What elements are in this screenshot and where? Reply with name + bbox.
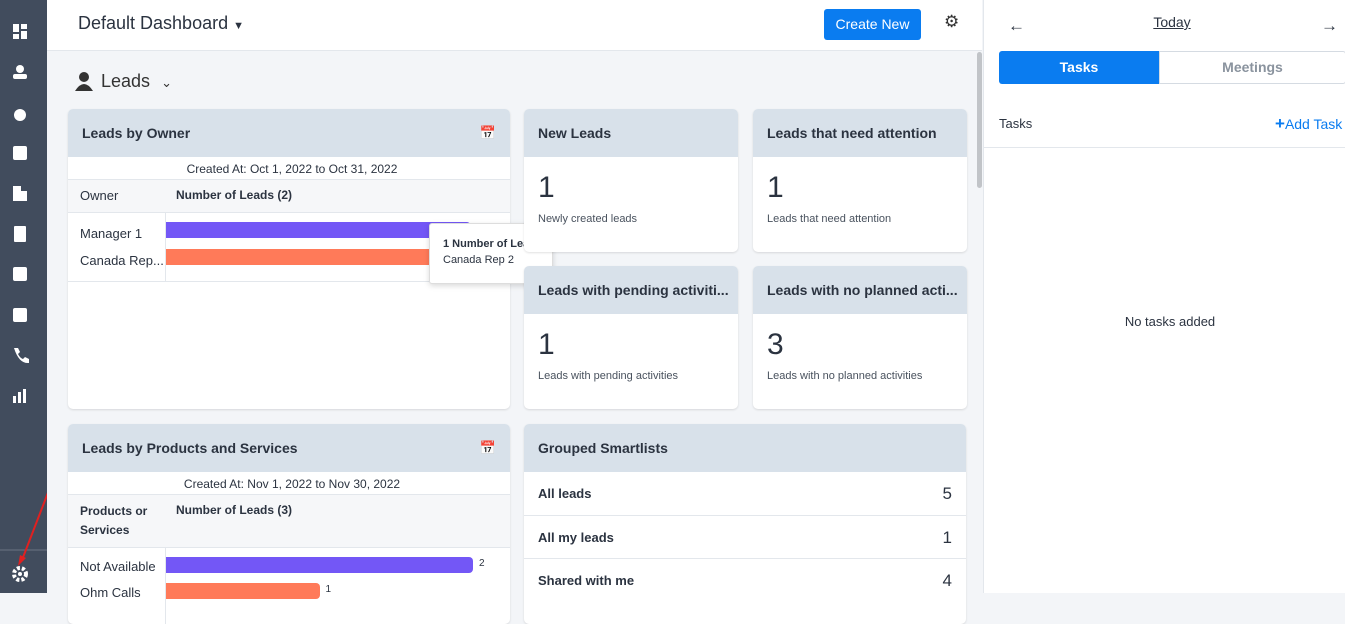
sidebar xyxy=(0,0,50,593)
smartlist-row[interactable]: Shared with me 4 xyxy=(524,558,966,601)
grouped-smartlists-widget: Grouped Smartlists All leads 5 All my lead… xyxy=(524,424,966,624)
row-label: Not Available xyxy=(80,559,156,574)
calendar-icon[interactable]: 📅 xyxy=(479,125,496,140)
right-panel: ← Today → Tasks Meetings Tasks +Add Task… xyxy=(983,0,1345,593)
leads-icon xyxy=(75,72,93,91)
stat-card[interactable]: Leads that need attention 1 Leads that nee… xyxy=(753,109,967,252)
created-at: Created At: Oct 1, 2022 to Oct 31, 2022 xyxy=(186,162,398,176)
widget-title: Grouped Smartlists xyxy=(524,424,966,472)
column-header: Owner xyxy=(80,188,119,203)
stat-subtitle: Leads that need attention xyxy=(767,213,892,225)
prev-day[interactable]: ← xyxy=(1008,16,1025,35)
stat-value: 1 xyxy=(767,171,784,204)
reports-icon[interactable] xyxy=(13,396,16,403)
widget-title: Leads by Owner xyxy=(68,109,510,157)
stat-title: Leads that need attention xyxy=(753,109,967,157)
deals-icon[interactable] xyxy=(14,109,26,121)
bar[interactable] xyxy=(166,249,470,265)
created-at: Created At: Nov 1, 2022 to Nov 30, 2022 xyxy=(183,477,401,491)
dashboard-title[interactable]: Default Dashboard ▼ xyxy=(78,13,244,33)
table-header xyxy=(68,179,510,213)
column-header: Number of Leads (3) xyxy=(176,503,293,517)
tasks-label: Tasks xyxy=(999,116,1033,131)
top-bar: Default Dashboard ▼ Create New ⚙ xyxy=(47,0,982,51)
stat-card[interactable]: Leads with pending activiti... 1 Leads wit… xyxy=(524,266,738,409)
tooltip-title: 1 Number of Leads xyxy=(443,238,543,250)
smartlist-count: 1 xyxy=(942,528,952,547)
row-label: Canada Rep... xyxy=(80,253,164,268)
bar-value-label: 2 xyxy=(479,558,485,569)
bar[interactable] xyxy=(166,557,473,573)
products-icon[interactable] xyxy=(14,226,26,242)
leads-by-products-widget: Leads by Products and Services 📅 Created… xyxy=(68,424,510,624)
widget-title: Leads by Products and Services xyxy=(68,424,510,472)
stat-title: Leads with pending activiti... xyxy=(524,266,738,314)
next-day[interactable]: → xyxy=(1321,16,1338,35)
annotation-arrow xyxy=(21,489,50,561)
dashboard-title-text: Default Dashboard xyxy=(78,13,229,33)
stat-value: 1 xyxy=(538,328,555,361)
settings-icon[interactable] xyxy=(12,566,28,582)
tab-tasks[interactable]: Tasks xyxy=(999,51,1159,84)
smartlist-label: All my leads xyxy=(538,530,614,545)
section-title[interactable]: Leads ⌄ xyxy=(101,71,172,91)
date-label[interactable]: Today xyxy=(1153,14,1191,30)
section-title-text: Leads xyxy=(101,71,151,91)
column-header: Number of Leads (2) xyxy=(176,188,293,202)
stat-subtitle: Leads with pending activities xyxy=(538,370,679,382)
calendar-icon[interactable]: 📅 xyxy=(479,440,496,455)
stat-card[interactable]: New Leads 1 Newly created leads xyxy=(524,109,738,252)
calendar-icon[interactable] xyxy=(13,308,27,322)
stat-subtitle: Leads with no planned activities xyxy=(767,370,923,382)
stat-subtitle: Newly created leads xyxy=(538,213,638,225)
bar-value-label: 1 xyxy=(325,584,332,595)
calls-icon[interactable] xyxy=(14,348,29,364)
dashboard-icon[interactable] xyxy=(13,24,19,32)
bar[interactable] xyxy=(166,222,470,238)
companies-icon[interactable] xyxy=(13,186,21,201)
stat-title: Leads with no planned acti... xyxy=(753,266,967,314)
stat-title: New Leads xyxy=(524,109,738,157)
stat-value: 3 xyxy=(767,328,784,361)
smartlist-row[interactable]: All leads 5 xyxy=(524,472,966,514)
dashboard-settings[interactable]: ⚙ xyxy=(944,12,960,31)
smartlist-count: 4 xyxy=(942,571,952,590)
tooltip-subtitle: Canada Rep 2 xyxy=(443,254,514,266)
stat-value: 1 xyxy=(538,171,555,204)
table-header xyxy=(68,494,510,548)
add-task[interactable]: +Add Task xyxy=(1275,114,1343,133)
tasks-icon[interactable] xyxy=(13,267,27,281)
scrollbar[interactable] xyxy=(977,52,982,188)
smartlist-count: 5 xyxy=(942,484,952,503)
contacts-icon[interactable] xyxy=(16,65,24,73)
smartlist-label: Shared with me xyxy=(538,573,635,588)
notes-icon[interactable] xyxy=(13,146,27,160)
stat-card[interactable]: Leads with no planned acti... 3 Leads with… xyxy=(753,266,967,409)
smartlist-row[interactable]: All my leads 1 xyxy=(524,515,966,558)
smartlist-label: All leads xyxy=(538,486,592,501)
empty-state: No tasks added xyxy=(1124,314,1216,329)
bar[interactable] xyxy=(166,583,320,599)
sidebar-icons xyxy=(0,24,50,582)
column-header: Products or Services xyxy=(80,504,148,537)
create-new-button[interactable]: Create New xyxy=(824,9,921,40)
row-label: Manager 1 xyxy=(80,226,143,241)
tab-meetings[interactable]: Meetings xyxy=(1159,51,1345,84)
add-task-text: Add Task xyxy=(1284,116,1343,132)
